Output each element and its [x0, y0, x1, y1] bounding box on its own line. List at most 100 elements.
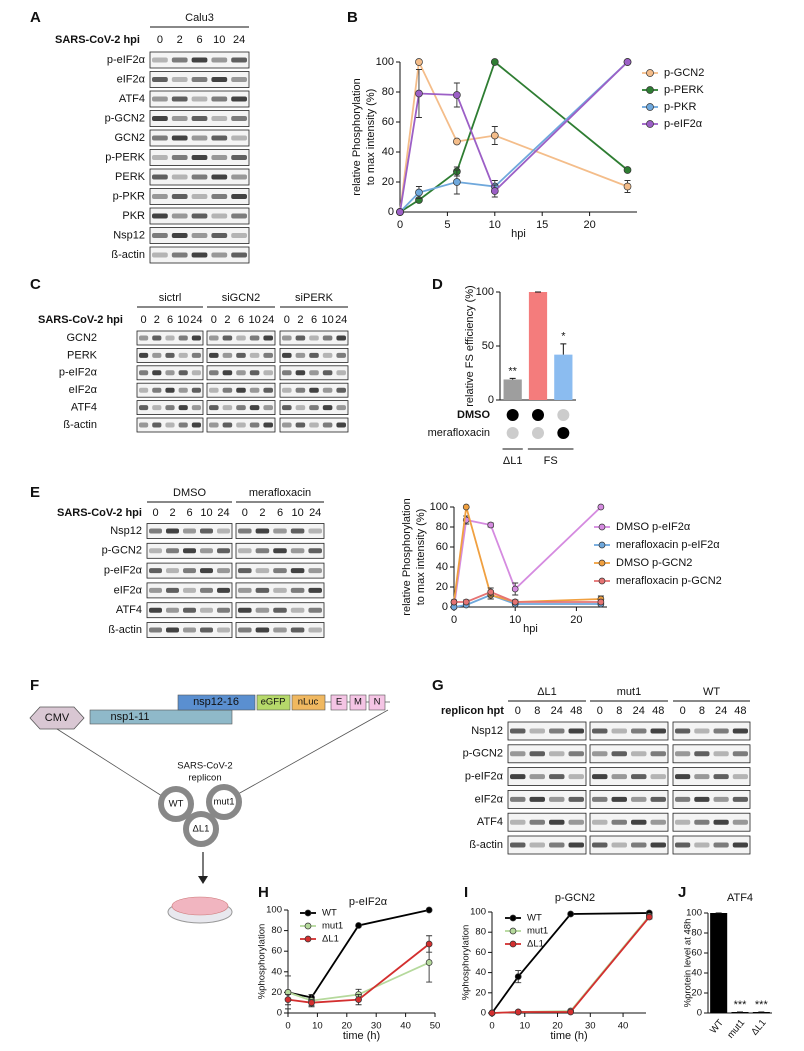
- lane-label: 0: [680, 705, 686, 717]
- blot-strip: [672, 812, 751, 832]
- band: [191, 96, 208, 102]
- blot-strip: [279, 417, 349, 433]
- data-point: [284, 996, 292, 1003]
- row-label: ATF4: [71, 402, 97, 414]
- blot-strip: [279, 365, 349, 381]
- band: [249, 405, 260, 411]
- legend-marker: [646, 103, 654, 111]
- band: [217, 587, 230, 593]
- band: [732, 796, 748, 802]
- lane-label: 24: [633, 705, 645, 717]
- data-point: [450, 598, 458, 606]
- x-tick-label: 30: [371, 1021, 382, 1032]
- band: [263, 387, 273, 393]
- band: [238, 548, 252, 554]
- band: [732, 751, 748, 757]
- blot-strip: [235, 582, 325, 599]
- band: [152, 213, 168, 219]
- lane-label: 0: [211, 314, 217, 326]
- band: [236, 352, 246, 358]
- band: [152, 77, 168, 82]
- data-point: [645, 913, 653, 921]
- y-tick-label: 20: [436, 581, 448, 593]
- band: [568, 774, 584, 780]
- segment: [368, 694, 386, 711]
- band: [510, 796, 526, 802]
- legend-label: DMSO p-eIF2α: [616, 521, 691, 533]
- row-label: p-PKR: [113, 190, 145, 202]
- band: [152, 155, 168, 160]
- band: [631, 796, 647, 802]
- row-label: ß-actin: [111, 249, 145, 261]
- band: [309, 422, 319, 428]
- y-tick-label: 80: [475, 927, 486, 938]
- row-label: p-eIF2α: [59, 367, 98, 379]
- band: [165, 352, 175, 358]
- data-point: [514, 1008, 522, 1016]
- legend-marker: [646, 86, 654, 94]
- legend-marker: [646, 69, 654, 77]
- band: [611, 842, 627, 848]
- band: [217, 568, 230, 574]
- band: [211, 77, 228, 82]
- series-line: [399, 60, 629, 213]
- band: [290, 528, 305, 534]
- band: [713, 728, 729, 734]
- chart-title: p-eIF2α: [349, 896, 388, 908]
- band: [236, 335, 246, 341]
- band: [309, 405, 319, 411]
- data-point: [453, 137, 461, 146]
- band: [200, 587, 213, 593]
- band: [263, 370, 273, 376]
- legend-marker: [304, 935, 312, 943]
- lane-label: 0: [597, 705, 603, 717]
- band: [178, 335, 188, 341]
- band: [166, 587, 179, 593]
- band: [211, 252, 228, 258]
- band: [336, 422, 346, 428]
- lane-label: 6: [277, 507, 283, 519]
- data-point: [308, 999, 315, 1007]
- lane-label: 6: [186, 507, 192, 519]
- row-label: GCN2: [66, 332, 97, 344]
- band: [200, 528, 213, 534]
- treatment-dot: [506, 409, 519, 421]
- treatment-dot: [557, 427, 570, 439]
- band: [650, 796, 666, 802]
- data-point: [462, 503, 470, 511]
- band: [183, 568, 196, 574]
- lane-label: 8: [699, 705, 705, 717]
- band: [211, 116, 228, 121]
- lane-label: 48: [570, 705, 582, 717]
- series-line: [287, 943, 430, 1004]
- band: [732, 774, 748, 780]
- data-point: [511, 585, 519, 593]
- blot-strip: [589, 744, 669, 764]
- treatment-dot: [506, 427, 519, 439]
- band: [231, 135, 247, 141]
- y-tick-label: 100: [470, 907, 486, 918]
- y-tick-label: 0: [442, 601, 448, 613]
- y-axis-label: relative Phosphorylation: [401, 498, 413, 615]
- x-axis-label: hpi: [511, 228, 526, 240]
- data-point: [487, 521, 495, 529]
- band: [568, 842, 584, 848]
- row-label: ß-actin: [469, 839, 503, 851]
- legend-label: mut1: [527, 926, 548, 937]
- legend-marker: [304, 909, 312, 917]
- data-point: [567, 1008, 574, 1016]
- lane-label: 0: [157, 34, 163, 46]
- band: [183, 548, 196, 554]
- data-point: [487, 588, 495, 596]
- data-point: [462, 598, 470, 606]
- band: [211, 213, 228, 219]
- band: [713, 751, 729, 757]
- band: [282, 352, 292, 358]
- band: [152, 370, 162, 376]
- significance: **: [508, 365, 517, 377]
- band: [295, 405, 306, 411]
- band: [191, 135, 208, 141]
- band: [222, 370, 233, 376]
- panel-label: E: [30, 484, 40, 501]
- band: [178, 405, 188, 411]
